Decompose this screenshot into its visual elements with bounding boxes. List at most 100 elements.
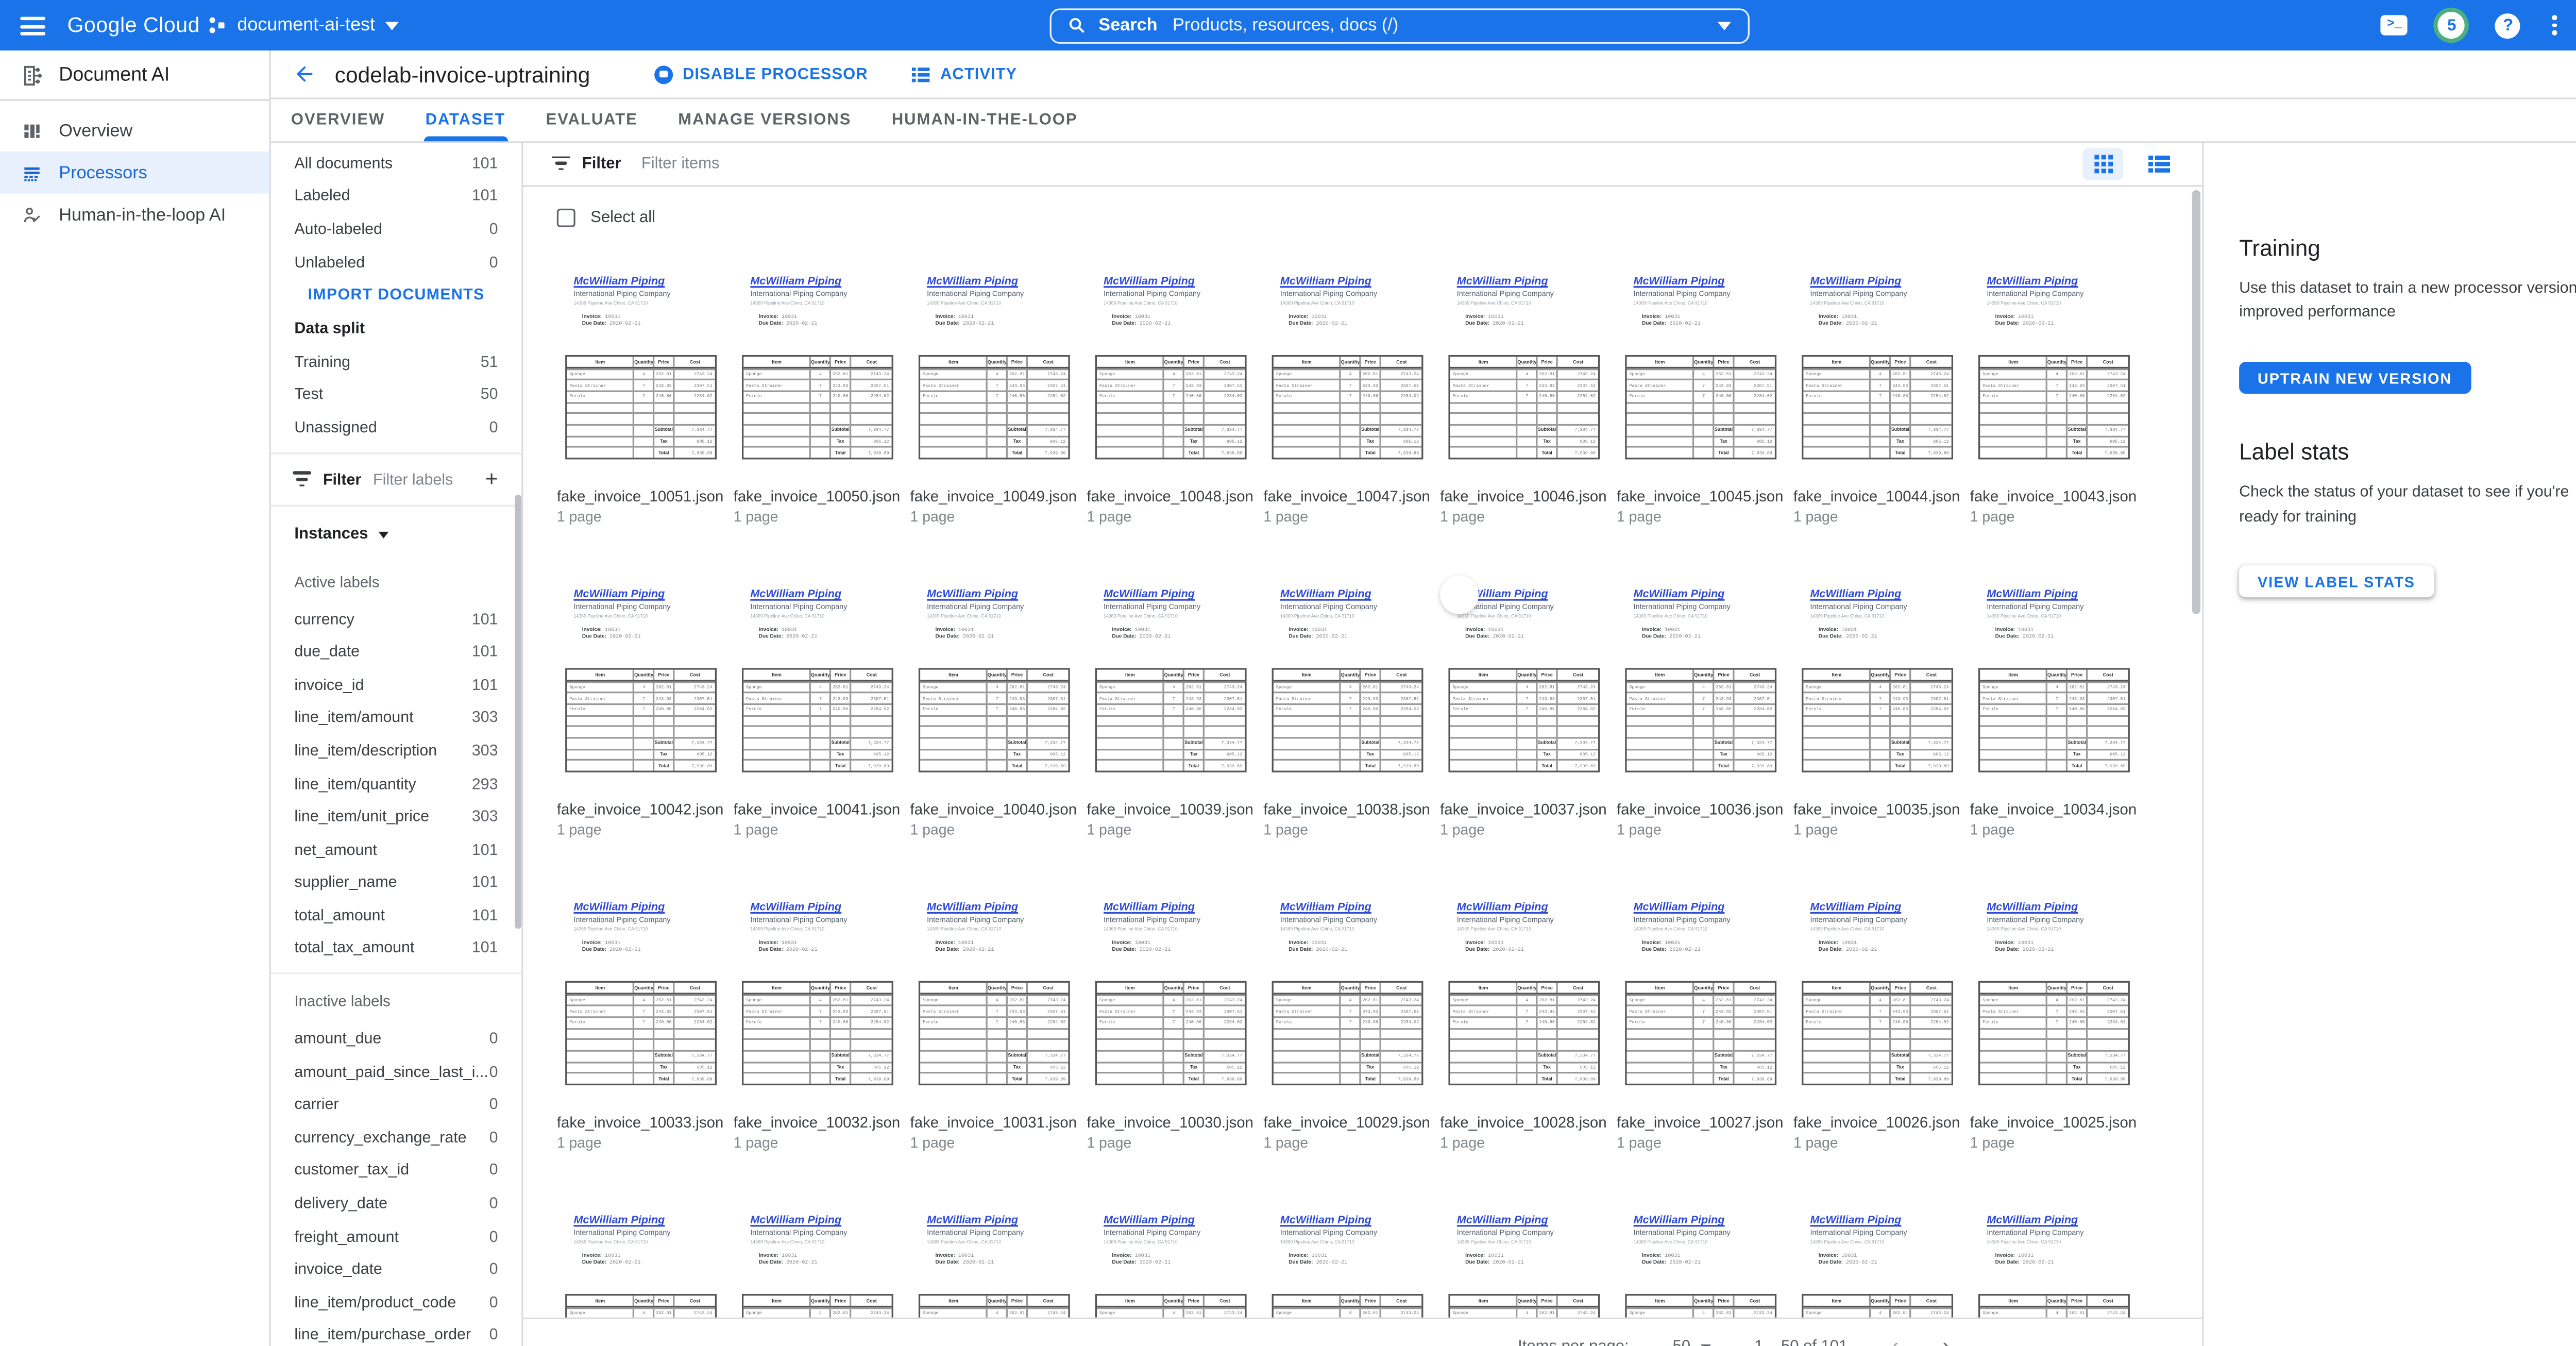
- document-card[interactable]: McWilliam Piping International Piping Com…: [1793, 579, 1962, 838]
- document-card[interactable]: McWilliam Piping International Piping Com…: [556, 579, 725, 838]
- invoice-address: 14369 Pipeline Ave Chino, CA 91710: [1456, 300, 1531, 306]
- label-row[interactable]: supplier_name 101: [271, 866, 522, 899]
- document-card[interactable]: McWilliam Piping International Piping Com…: [910, 266, 1079, 525]
- notifications-badge[interactable]: 5: [2438, 11, 2465, 39]
- label-row[interactable]: amount_paid_since_last_i... 0: [271, 1055, 522, 1088]
- document-card[interactable]: McWilliam Piping International Piping Com…: [1440, 575, 1608, 838]
- scrollbar-thumb[interactable]: [2192, 190, 2201, 614]
- label-row[interactable]: Test 50: [271, 378, 522, 411]
- back-button[interactable]: [291, 61, 318, 88]
- view-label-stats-button[interactable]: VIEW LABEL STATS: [2239, 565, 2434, 598]
- label-row[interactable]: Unassigned 0: [271, 411, 522, 444]
- label-row[interactable]: line_item/purchase_order 0: [271, 1319, 522, 1346]
- invoice-address: 14369 Pipeline Ave Chino, CA 91710: [1456, 926, 1531, 932]
- label-row[interactable]: freight_amount 0: [271, 1220, 522, 1253]
- grid-view-button[interactable]: [2082, 147, 2123, 179]
- uptrain-new-version-button[interactable]: UPTRAIN NEW VERSION: [2239, 362, 2471, 394]
- invoice-company: McWilliam Piping: [750, 902, 842, 914]
- label-row[interactable]: line_item/amount 303: [271, 701, 522, 734]
- cloud-shell-icon[interactable]: >_: [2381, 15, 2408, 36]
- document-card[interactable]: McWilliam Piping International Piping Com…: [1263, 266, 1432, 525]
- search-input[interactable]: Search Products, resources, docs (/): [1049, 7, 1750, 43]
- document-card[interactable]: McWilliam Piping International Piping Com…: [1263, 892, 1432, 1151]
- document-card[interactable]: McWilliam Piping International Piping Com…: [1616, 579, 1785, 838]
- document-card[interactable]: McWilliam Piping International Piping Com…: [1087, 266, 1255, 525]
- label-row[interactable]: line_item/description 303: [271, 734, 522, 767]
- instances-dropdown[interactable]: Instances: [271, 514, 522, 554]
- document-card[interactable]: McWilliam Piping International Piping Com…: [1440, 266, 1608, 525]
- document-card[interactable]: McWilliam Piping International Piping Com…: [1087, 892, 1255, 1151]
- more-options-icon[interactable]: [2548, 15, 2562, 36]
- document-name: fake_invoice_10025.json: [1970, 1114, 2137, 1131]
- document-card[interactable]: McWilliam Piping International Piping Com…: [1793, 266, 1962, 525]
- document-card[interactable]: McWilliam Piping International Piping Com…: [1970, 579, 2139, 838]
- document-card[interactable]: McWilliam Piping International Piping Com…: [1970, 266, 2139, 525]
- label-row[interactable]: net_amount 101: [271, 833, 522, 866]
- label-row[interactable]: Unlabeled 0: [271, 245, 522, 278]
- label-row[interactable]: total_amount 101: [271, 899, 522, 932]
- tab-overview[interactable]: OVERVIEW: [291, 111, 385, 130]
- menu-icon[interactable]: [20, 16, 46, 36]
- tab-manage-versions[interactable]: MANAGE VERSIONS: [678, 111, 852, 130]
- label-row[interactable]: Labeled 101: [271, 179, 522, 212]
- sidebar-item-processors[interactable]: Processors: [0, 151, 269, 194]
- invoice-subtitle: International Piping Company: [1810, 915, 1907, 924]
- label-row[interactable]: line_item/product_code 0: [271, 1286, 522, 1319]
- label-row[interactable]: due_date 101: [271, 635, 522, 668]
- label-row[interactable]: delivery_date 0: [271, 1187, 522, 1220]
- disable-processor-button[interactable]: DISABLE PROCESSOR: [654, 64, 868, 83]
- label-row[interactable]: line_item/quantity 293: [271, 767, 522, 800]
- label-row[interactable]: total_tax_amount 101: [271, 932, 522, 965]
- help-icon[interactable]: ?: [2495, 12, 2521, 38]
- document-card[interactable]: McWilliam Piping International Piping Com…: [556, 266, 725, 525]
- next-page-button[interactable]: ›: [1942, 1333, 1950, 1346]
- items-per-page-select[interactable]: 50: [1673, 1338, 1711, 1346]
- tab-human-in-the-loop[interactable]: HUMAN-IN-THE-LOOP: [891, 111, 1078, 130]
- label-row[interactable]: currency_exchange_rate 0: [271, 1121, 522, 1154]
- scrollbar-thumb[interactable]: [515, 494, 522, 929]
- tab-evaluate[interactable]: EVALUATE: [546, 111, 638, 130]
- label-row[interactable]: invoice_date 0: [271, 1253, 522, 1286]
- document-card[interactable]: McWilliam Piping International Piping Com…: [910, 892, 1079, 1151]
- invoice-company: McWilliam Piping: [927, 1215, 1019, 1227]
- label-row[interactable]: carrier 0: [271, 1088, 522, 1121]
- filter-items-input[interactable]: Filter items: [641, 154, 720, 173]
- list-view-button[interactable]: [2138, 147, 2178, 179]
- document-card[interactable]: McWilliam Piping International Piping Com…: [1970, 892, 2139, 1151]
- sidebar-item-overview[interactable]: Overview: [0, 109, 269, 152]
- invoice-table: Item Quantity Price Cost Sponge 4 262.81 2743.2…: [565, 355, 717, 460]
- document-card[interactable]: McWilliam Piping International Piping Com…: [1440, 892, 1608, 1151]
- sidebar-item-human-in-the-loop[interactable]: Human-in-the-loop AI: [0, 194, 269, 236]
- activity-button[interactable]: ACTIVITY: [911, 65, 1018, 83]
- document-card[interactable]: McWilliam Piping International Piping Com…: [1793, 892, 1962, 1151]
- label-row[interactable]: All documents 101: [271, 146, 522, 179]
- label-row[interactable]: Auto-labeled 0: [271, 212, 522, 245]
- document-card[interactable]: McWilliam Piping International Piping Com…: [1616, 266, 1785, 525]
- document-card[interactable]: McWilliam Piping International Piping Com…: [1616, 892, 1785, 1151]
- label-row[interactable]: Training 51: [271, 345, 522, 378]
- document-thumbnail: McWilliam Piping International Piping Com…: [1793, 902, 1962, 1092]
- label-row[interactable]: invoice_id 101: [271, 668, 522, 701]
- document-card[interactable]: McWilliam Piping International Piping Com…: [910, 579, 1079, 838]
- project-selector[interactable]: document-ai-test: [207, 0, 399, 51]
- filter-labels-input[interactable]: Filter labels: [373, 470, 453, 488]
- google-cloud-logo[interactable]: Google Cloud: [67, 12, 200, 37]
- document-card[interactable]: McWilliam Piping International Piping Com…: [733, 892, 902, 1151]
- import-documents-button[interactable]: IMPORT DOCUMENTS: [308, 287, 485, 304]
- document-card[interactable]: McWilliam Piping International Piping Com…: [733, 266, 902, 525]
- label-name: net_amount: [294, 840, 377, 858]
- select-all-checkbox[interactable]: [556, 208, 575, 227]
- label-row[interactable]: amount_due 0: [271, 1022, 522, 1055]
- search-expand-icon[interactable]: [1717, 21, 1731, 30]
- tab-dataset[interactable]: DATASET: [405, 99, 526, 142]
- document-card[interactable]: McWilliam Piping International Piping Com…: [733, 579, 902, 838]
- label-row[interactable]: customer_tax_id 0: [271, 1154, 522, 1187]
- label-row[interactable]: line_item/unit_price 303: [271, 800, 522, 833]
- document-page-count: 1 page: [556, 1134, 602, 1151]
- document-card[interactable]: McWilliam Piping International Piping Com…: [556, 892, 725, 1151]
- document-card[interactable]: McWilliam Piping International Piping Com…: [1263, 579, 1432, 838]
- previous-page-button[interactable]: ‹: [1891, 1333, 1899, 1346]
- document-card[interactable]: McWilliam Piping International Piping Com…: [1087, 579, 1255, 838]
- label-row[interactable]: currency 101: [271, 602, 522, 635]
- add-label-button[interactable]: +: [485, 466, 498, 492]
